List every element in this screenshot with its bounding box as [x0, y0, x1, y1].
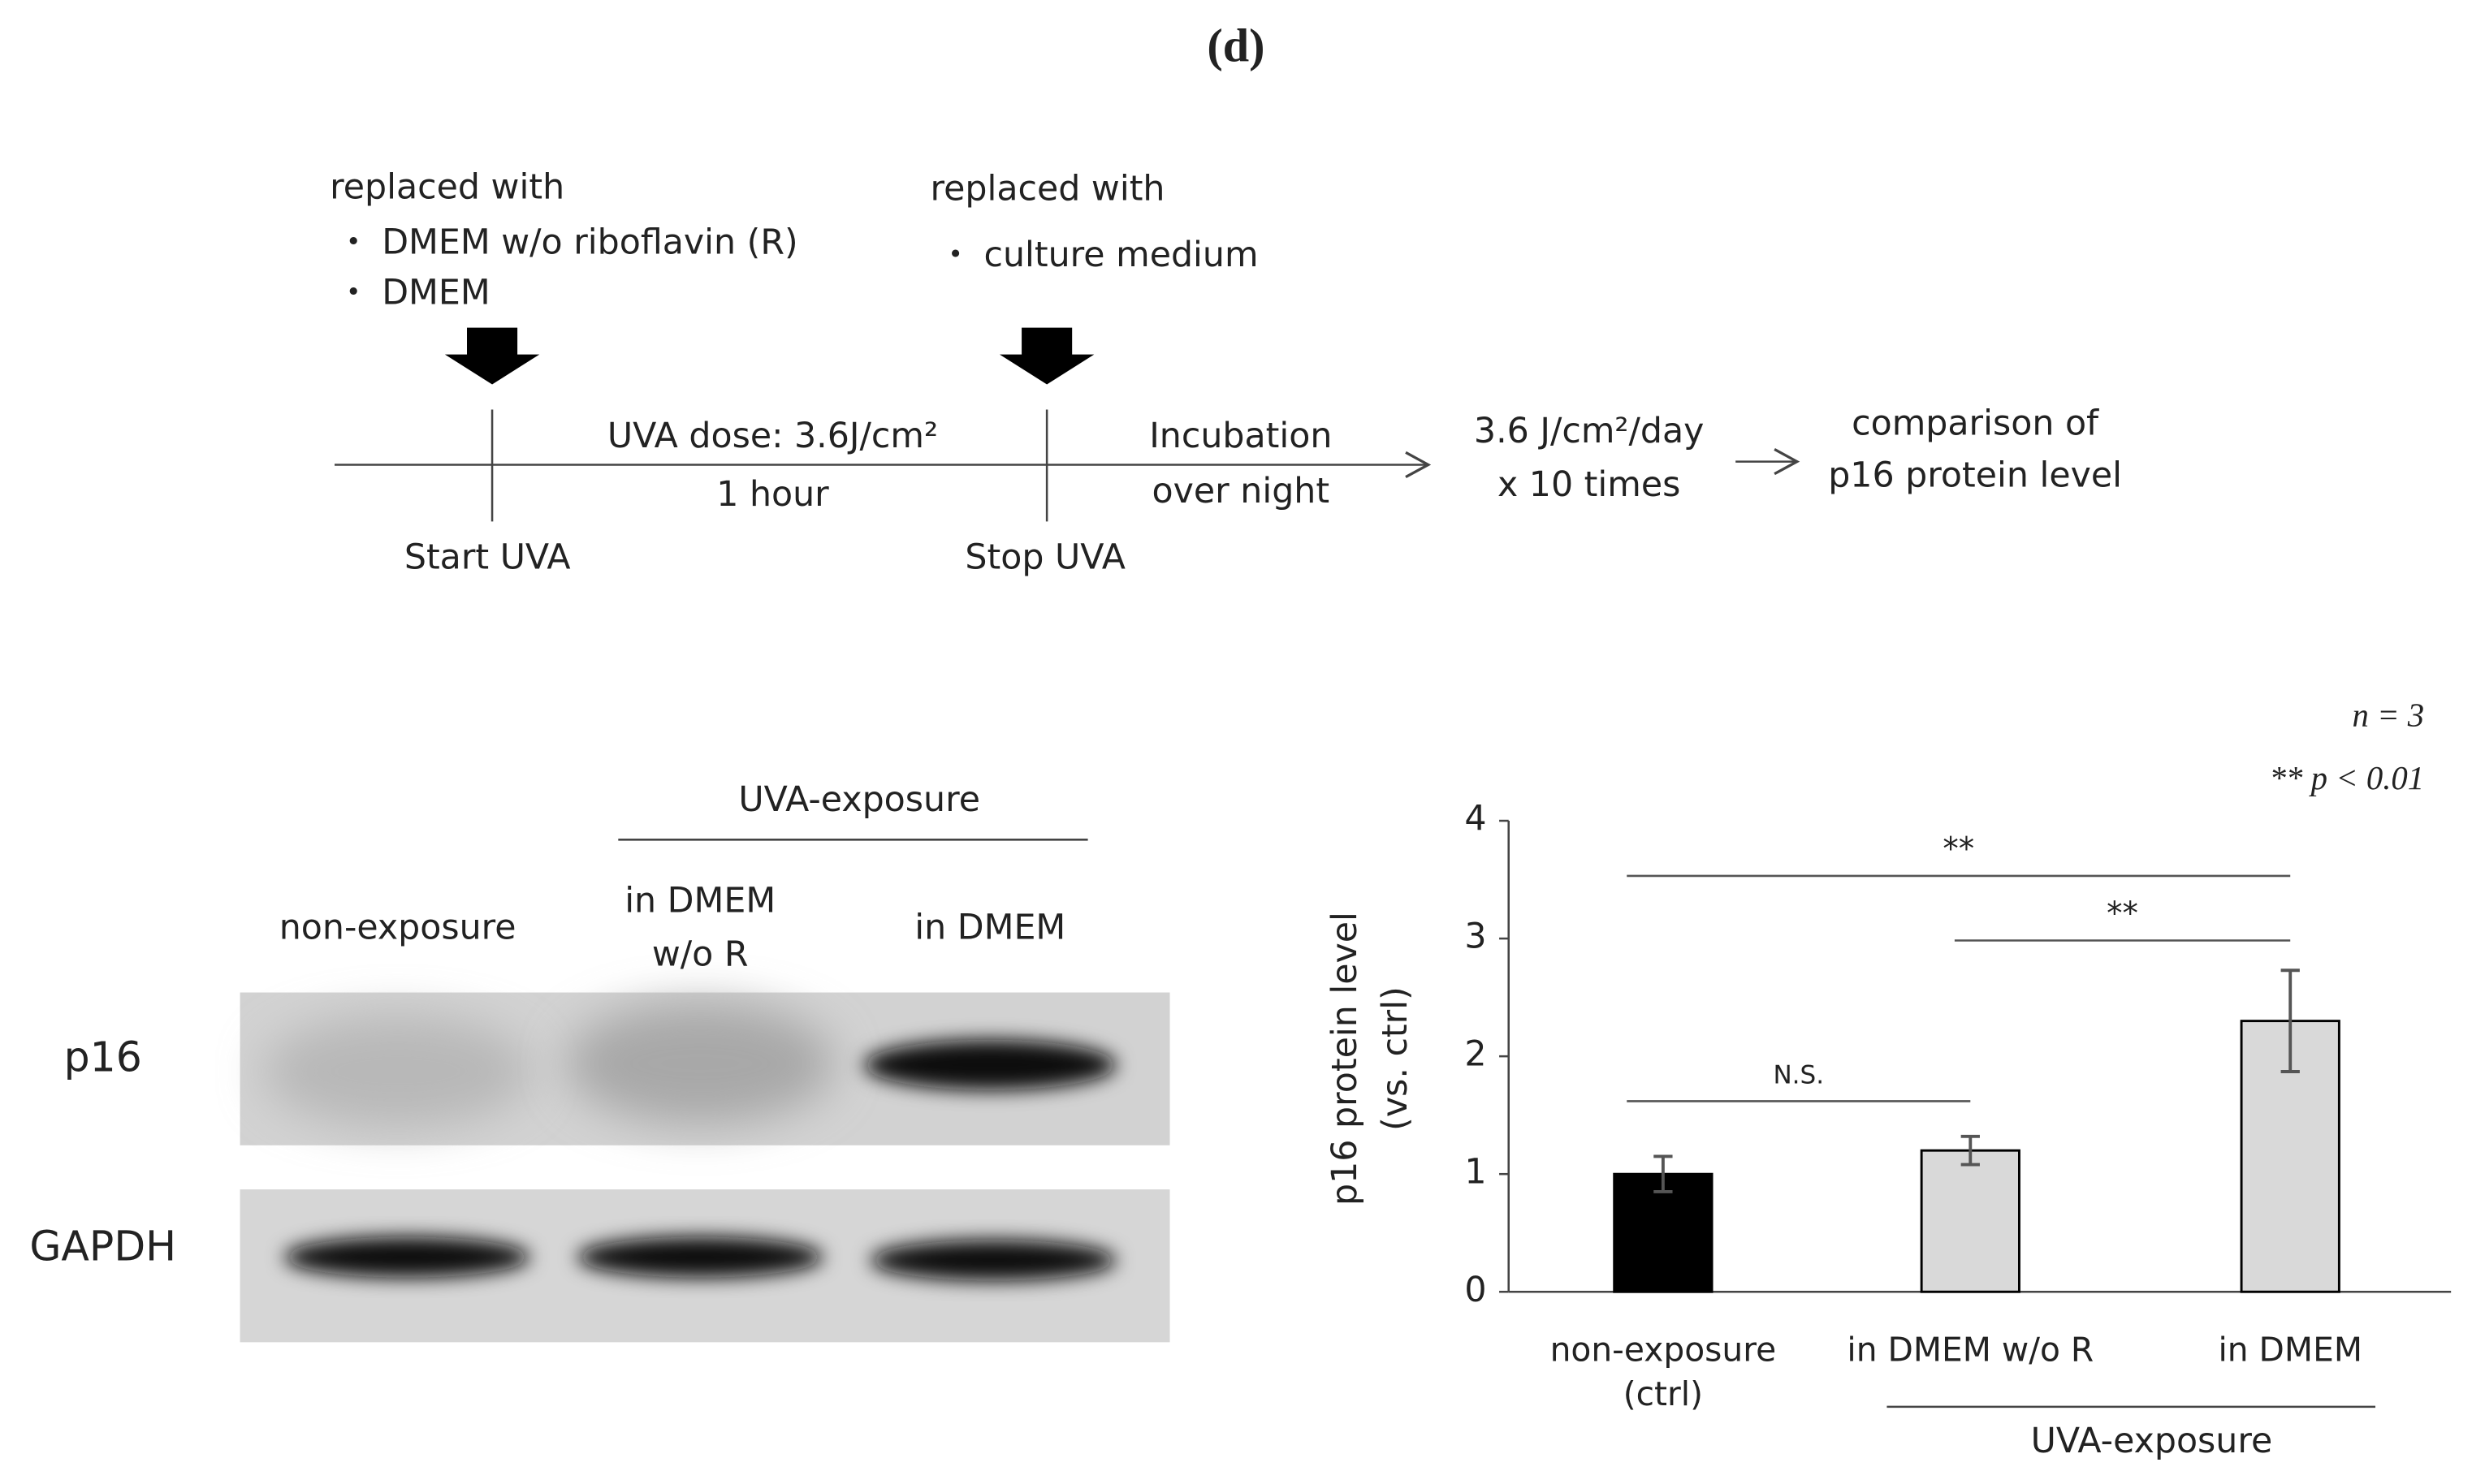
x-tick-label-box: in DMEM — [2218, 1331, 2363, 1370]
lane-label: in DMEM — [914, 907, 1065, 947]
step-text: 3.6 J/cm²/day — [1474, 411, 1705, 451]
arrow-down — [999, 327, 1095, 385]
time-label: Start UVA — [404, 537, 571, 577]
step-text: over night — [1152, 471, 1330, 511]
note-item: ・ culture medium — [938, 235, 1258, 275]
y-tick-label: 1 — [1464, 1152, 1486, 1193]
band — [870, 1240, 1117, 1281]
band — [283, 1236, 530, 1278]
note: n = 3 — [2353, 697, 2425, 733]
y-axis-label: p16 protein level (vs. ctrl) — [1324, 912, 1415, 1206]
step-text: comparison of — [1852, 403, 2099, 443]
step-text: UVA dose: 3.6J/cm² — [607, 416, 938, 456]
group-label: UVA-exposure — [738, 779, 980, 820]
note-heading: replaced with — [931, 168, 1165, 209]
y-axis-label-line: p16 protein level — [1324, 912, 1364, 1206]
row-label: GAPDH — [29, 1222, 176, 1270]
western-blot: UVA-exposure p16 GAPDH non-exposure in DM… — [29, 779, 1170, 1343]
y-tick-label: 3 — [1464, 917, 1486, 957]
x-tick-label: in DMEM — [2218, 1331, 2363, 1370]
timeline: replaced with ・ DMEM w/o riboflavin (R) … — [330, 166, 2122, 577]
x-tick-label-box: in DMEM w/o R — [1847, 1331, 2094, 1370]
step-text: p16 protein level — [1828, 455, 2122, 495]
y-axis-label-line: (vs. ctrl) — [1374, 986, 1415, 1131]
bar — [1920, 1149, 2020, 1293]
note-item: ・ DMEM w/o riboflavin (R) — [336, 222, 798, 262]
x-tick-label-box: non-exposure (ctrl) — [1549, 1331, 1777, 1413]
band — [577, 1236, 823, 1278]
band — [864, 1039, 1117, 1090]
significance-label: ** — [1943, 830, 1974, 867]
y-tick-label: 0 — [1464, 1270, 1486, 1310]
arrow-down — [444, 327, 540, 385]
step-text: x 10 times — [1497, 464, 1680, 505]
step-text: Incubation — [1149, 416, 1332, 456]
note: ** p < 0.01 — [2270, 760, 2425, 796]
significance-label: N.S. — [1773, 1060, 1824, 1089]
group-label: UVA-exposure — [2031, 1421, 2273, 1461]
y-tick-label: 2 — [1464, 1034, 1486, 1075]
band — [566, 1003, 835, 1124]
lane-label: in DMEM — [624, 880, 776, 921]
x-tick-label: non-exposure (ctrl) — [1549, 1331, 1777, 1413]
panel-title: (d) — [1207, 19, 1264, 71]
time-label: Stop UVA — [965, 537, 1126, 577]
band — [263, 1016, 532, 1127]
x-tick-label: in DMEM w/o R — [1847, 1331, 2094, 1370]
note-item: ・ DMEM — [336, 272, 491, 313]
note-heading: replaced with — [330, 166, 564, 207]
row-label: p16 — [64, 1033, 142, 1081]
significance-label: ** — [2107, 895, 2138, 932]
y-tick-label: 4 — [1464, 799, 1486, 839]
lane-label: w/o R — [652, 934, 749, 974]
lane-label: non-exposure — [279, 907, 516, 947]
step-text: 1 hour — [716, 474, 829, 515]
